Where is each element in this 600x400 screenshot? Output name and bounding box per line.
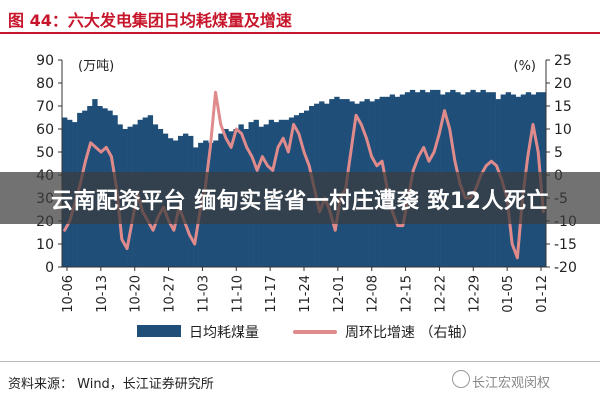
left-tick-label: 60 (36, 122, 54, 138)
source-note: 资料来源： Wind，长江证券研究所 (8, 377, 214, 392)
left-tick-label: 50 (36, 145, 54, 161)
left-tick-label: 70 (36, 99, 54, 115)
left-tick-label: 10 (36, 237, 54, 253)
legend-line-label: 周环比增速 （右轴） (345, 325, 476, 341)
right-tick-label: -20 (554, 260, 577, 276)
right-tick-label: 5 (554, 145, 563, 161)
x-tick-label: 01-12 (535, 275, 550, 313)
legend-bar-swatch (137, 325, 181, 337)
right-tick-label: -15 (554, 237, 577, 253)
headline-overlay (0, 172, 600, 224)
title-bar: 图 44：六大发电集团日均耗煤量及增速 (0, 0, 600, 34)
x-tick-label: 12-29 (467, 275, 482, 313)
right-tick-label: 10 (554, 122, 572, 138)
x-tick-label: 10-06 (61, 275, 76, 313)
chart-title: 图 44：六大发电集团日均耗煤量及增速 (8, 11, 292, 30)
right-tick-label: 20 (554, 76, 572, 92)
x-tick-label: 11-10 (230, 275, 245, 313)
x-tick-label: 11-17 (264, 275, 279, 313)
headline-text: 云南配资平台 缅甸实皆省一村庄遭袭 致12人死亡 (51, 189, 549, 214)
x-tick-label: 11-03 (196, 275, 211, 313)
left-tick-label: 0 (45, 260, 54, 276)
right-axis-unit: (%) (514, 59, 537, 74)
left-tick-label: 80 (36, 76, 54, 92)
legend-line-swatch (293, 330, 337, 334)
x-tick-label: 12-08 (366, 275, 381, 313)
x-tick-label: 10-27 (163, 275, 178, 313)
x-tick-label: 10-13 (95, 275, 110, 313)
legend-bar-label: 日均耗煤量 (189, 325, 259, 341)
footer-divider (0, 361, 600, 362)
right-tick-label: 15 (554, 99, 572, 115)
x-tick-label: 10-20 (129, 275, 144, 313)
x-tick-label: 12-01 (332, 275, 347, 313)
x-tick-label: 01-05 (501, 275, 516, 313)
watermark: 长江宏观闵权 (472, 376, 551, 391)
x-tick-label: 11-24 (298, 275, 313, 313)
wechat-icon (452, 370, 470, 388)
x-tick-label: 12-22 (433, 275, 448, 313)
left-axis-unit: (万吨) (78, 59, 114, 74)
left-tick-label: 90 (36, 53, 54, 69)
x-tick-label: 12-15 (400, 275, 415, 313)
right-tick-label: 25 (554, 53, 572, 69)
